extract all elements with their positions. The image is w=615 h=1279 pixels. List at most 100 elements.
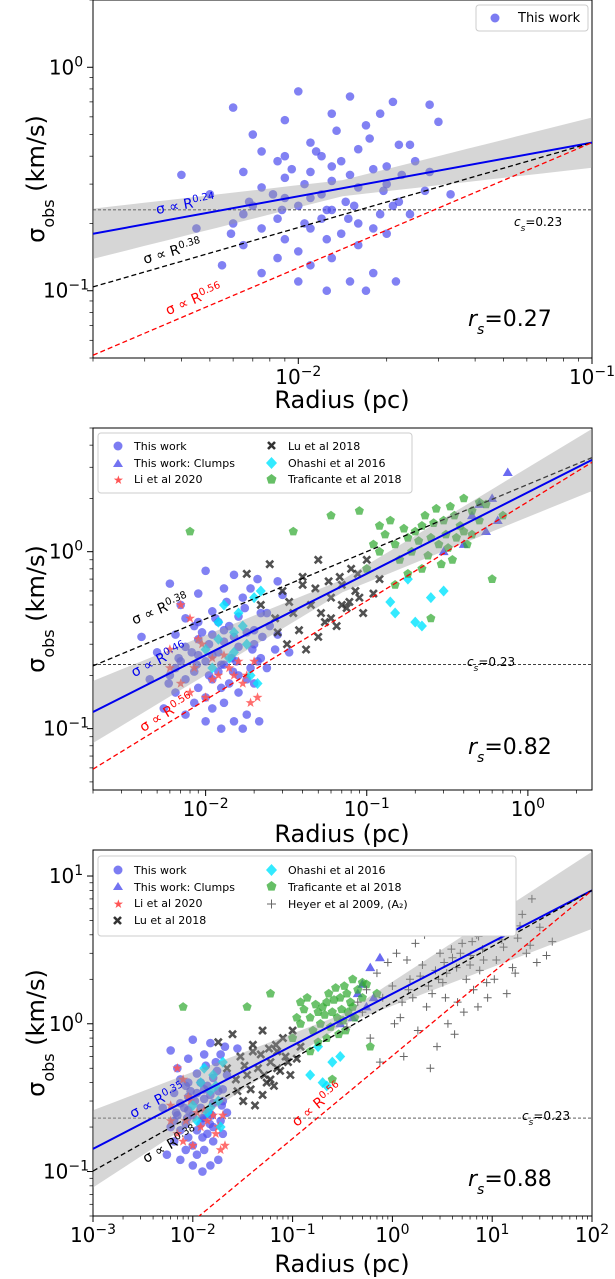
data-point	[284, 648, 294, 657]
data-point	[258, 1026, 267, 1035]
data-point	[245, 669, 256, 681]
x-tick-label: 10−2	[275, 364, 321, 389]
data-point	[433, 1042, 442, 1051]
data-point	[327, 1007, 337, 1016]
data-point	[164, 662, 175, 673]
data-point	[280, 115, 290, 125]
data-point	[374, 546, 385, 556]
data-point	[368, 992, 379, 1002]
data-point	[306, 138, 315, 147]
data-point	[306, 193, 315, 203]
data-point	[217, 260, 227, 270]
data-point	[178, 1002, 188, 1011]
data-point	[252, 677, 263, 689]
data-point	[257, 147, 266, 156]
x-tick-label: 10−1	[270, 1222, 316, 1247]
data-point	[390, 580, 400, 589]
data-point	[372, 969, 381, 978]
x-axis-label: Radius (pc)	[274, 386, 409, 414]
legend-marker-ohashi	[266, 864, 277, 876]
data-point	[222, 1070, 232, 1080]
data-point	[248, 645, 257, 654]
data-point	[345, 997, 355, 1007]
data-point	[199, 1105, 210, 1115]
data-point	[233, 1044, 242, 1053]
data-point	[208, 1069, 219, 1081]
data-point	[331, 983, 341, 992]
data-point	[327, 1074, 337, 1084]
data-point	[448, 953, 457, 962]
data-point	[350, 586, 360, 596]
legend-label-this-work: This work	[133, 864, 187, 877]
data-point	[218, 599, 229, 611]
data-point	[357, 993, 367, 1002]
data-point	[423, 550, 433, 560]
data-point	[288, 1033, 298, 1042]
data-point	[426, 1064, 435, 1073]
data-point	[292, 1054, 302, 1064]
data-point	[172, 1128, 183, 1138]
data-point	[238, 593, 248, 602]
data-point	[273, 253, 282, 263]
data-point	[390, 539, 400, 549]
data-point	[216, 660, 226, 669]
data-point	[320, 1010, 330, 1019]
data-point	[498, 510, 508, 520]
data-point	[207, 630, 217, 639]
data-point	[449, 510, 459, 520]
data-point	[392, 949, 401, 958]
data-point	[193, 634, 204, 644]
data-point	[248, 1040, 258, 1050]
data-point	[219, 625, 229, 635]
data-point	[268, 190, 278, 199]
data-point	[245, 697, 256, 707]
data-point	[183, 1091, 194, 1102]
series-ohashi-et-al-2016	[187, 1041, 346, 1133]
data-point	[197, 628, 207, 637]
data-point	[249, 656, 260, 666]
data-point	[305, 1046, 315, 1056]
data-point	[216, 724, 226, 733]
data-point	[294, 625, 304, 635]
data-point	[306, 224, 315, 233]
y-tick-label: 10−1	[43, 716, 89, 741]
data-point	[349, 201, 359, 211]
data-point	[237, 620, 248, 632]
data-point	[293, 247, 303, 256]
data-point	[445, 501, 455, 511]
data-point	[206, 1038, 215, 1048]
data-point	[436, 559, 446, 569]
series-ohashi-et-al-2016	[200, 573, 449, 689]
data-point	[375, 1058, 384, 1067]
data-point	[262, 663, 272, 673]
series-lu-et-al-2018	[242, 555, 384, 654]
data-point	[467, 529, 477, 539]
data-point	[237, 678, 248, 688]
data-point	[299, 1004, 309, 1014]
data-point	[195, 1077, 206, 1089]
data-point	[216, 683, 226, 693]
data-point	[211, 1057, 221, 1067]
data-point	[354, 506, 364, 515]
data-point	[424, 982, 433, 991]
data-point	[365, 962, 376, 972]
data-point	[482, 978, 491, 987]
data-point	[410, 616, 421, 628]
data-point	[213, 1095, 224, 1107]
data-point	[502, 467, 513, 477]
data-point	[233, 656, 244, 666]
data-point	[255, 585, 266, 597]
data-point	[265, 559, 275, 569]
data-point	[246, 663, 255, 673]
data-point	[475, 966, 484, 975]
data-point	[256, 600, 266, 610]
data-point	[248, 130, 258, 139]
data-point	[301, 645, 311, 654]
data-point	[229, 670, 239, 680]
data-point	[197, 639, 207, 649]
data-point	[344, 597, 354, 607]
data-point	[252, 692, 263, 702]
data-point	[548, 937, 557, 946]
data-point	[417, 521, 427, 530]
data-point	[282, 639, 292, 649]
